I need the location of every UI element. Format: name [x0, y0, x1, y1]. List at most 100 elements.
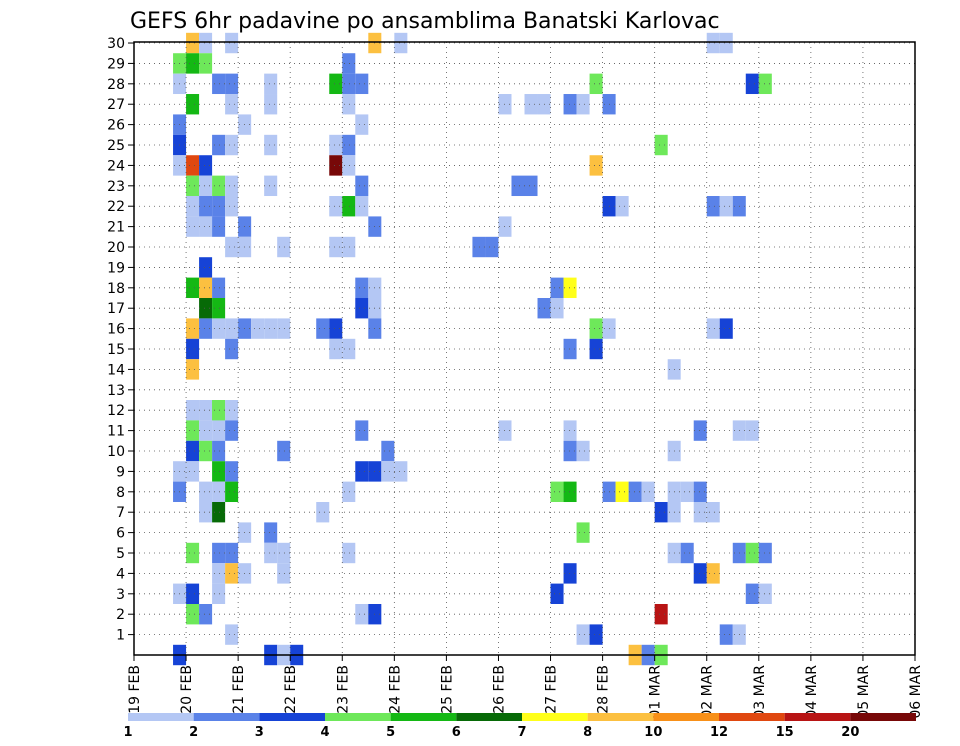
color-legend: 1 2 3 4 5 6 7 8 10 12 15 20 — [123, 713, 916, 740]
heatmap-cell — [563, 338, 577, 360]
heatmap-cell — [719, 196, 733, 217]
heatmap-cell — [693, 563, 707, 584]
heatmap-cell — [199, 216, 213, 237]
heatmap-cell — [641, 481, 655, 503]
heatmap-cell — [186, 32, 200, 54]
legend-swatch — [587, 713, 654, 721]
heatmap-cell — [199, 481, 213, 503]
heatmap-cell — [758, 583, 772, 604]
y-tick-label: 3 — [116, 587, 125, 603]
heatmap-cell — [758, 542, 772, 564]
heatmap-cell — [745, 542, 759, 564]
heatmap-cell — [199, 604, 213, 625]
heatmap-cell — [693, 502, 707, 523]
heatmap-cell — [563, 481, 577, 503]
y-tick-label: 24 — [107, 158, 125, 174]
heatmap-cell — [342, 196, 356, 217]
heatmap-cell — [199, 298, 213, 319]
heatmap-cell — [199, 53, 213, 74]
heatmap-cell — [186, 604, 200, 625]
legend-label: 10 — [644, 725, 662, 740]
heatmap-cell — [225, 32, 239, 54]
x-tick-label: 25 FEB — [439, 665, 455, 714]
y-tick-label: 9 — [116, 464, 125, 480]
heatmap-cell — [329, 318, 343, 339]
heatmap-cell — [316, 502, 330, 523]
y-tick-label: 7 — [116, 505, 125, 521]
heatmap-cell — [264, 94, 278, 115]
legend-label: 3 — [255, 725, 264, 740]
y-tick-label: 13 — [107, 383, 125, 399]
heatmap-cell — [706, 502, 720, 523]
heatmap-cell — [693, 420, 707, 441]
heatmap-cell — [706, 32, 720, 54]
y-tick-label: 20 — [107, 240, 125, 256]
heatmap-cell — [719, 318, 733, 339]
heatmap-cell — [264, 73, 278, 95]
heatmap-cell — [342, 94, 356, 115]
heatmap-cell — [186, 420, 200, 441]
legend-label: 20 — [841, 725, 859, 740]
heatmap-cell — [212, 318, 226, 339]
heatmap-cell — [212, 502, 226, 523]
y-tick-label: 29 — [107, 56, 125, 72]
heatmap-cell — [186, 359, 200, 380]
heatmap-cell — [186, 461, 200, 482]
heatmap-cell — [550, 277, 564, 299]
heatmap-cell — [394, 461, 408, 482]
legend-label: 6 — [452, 725, 461, 740]
y-tick-label: 4 — [116, 566, 125, 582]
legend-label: 8 — [583, 725, 592, 740]
heatmap-cell — [355, 196, 369, 217]
heatmap-cell — [342, 73, 356, 95]
heatmap-cell — [550, 583, 564, 604]
heatmap-cell — [212, 542, 226, 564]
legend-swatch — [456, 713, 522, 721]
heatmap-cell — [719, 624, 733, 645]
heatmap-cell — [264, 134, 278, 156]
legend-swatch — [850, 713, 916, 721]
heatmap-cell — [524, 94, 538, 115]
heatmap-cell — [264, 318, 278, 339]
y-tick-label: 14 — [107, 362, 125, 378]
heatmap-cell — [329, 73, 343, 95]
x-tick-label: 26 FEB — [491, 665, 507, 714]
heatmap-cell — [186, 216, 200, 237]
heatmap-cell — [706, 318, 720, 339]
heatmap-cell — [212, 563, 226, 584]
x-tick-label: 06 MAR — [908, 665, 924, 719]
heatmap-cell — [329, 236, 343, 258]
y-tick-label: 23 — [107, 179, 125, 195]
heatmap-cell — [576, 522, 590, 543]
legend-label: 7 — [517, 725, 526, 740]
heatmap-cell — [615, 196, 629, 217]
heatmap-cell — [225, 400, 239, 421]
heatmap-cell — [342, 53, 356, 74]
heatmap-cell — [186, 583, 200, 604]
heatmap-cell — [485, 236, 499, 258]
heatmap-cell — [277, 440, 291, 462]
heatmap-cell — [212, 420, 226, 441]
heatmap-cell — [225, 481, 239, 503]
legend-label: 4 — [320, 725, 329, 740]
heatmap-cell — [264, 542, 278, 564]
heatmap-cell — [251, 318, 265, 339]
legend-label: 5 — [386, 725, 395, 740]
heatmap-cell — [342, 481, 356, 503]
heatmap-cell — [186, 53, 200, 74]
heatmap-cell — [212, 440, 226, 462]
heatmap-cell — [225, 461, 239, 482]
legend-swatch — [653, 713, 719, 721]
heatmap-cell — [342, 338, 356, 360]
heatmap-cell — [212, 277, 226, 299]
heatmap-cell — [186, 277, 200, 299]
heatmap-cell — [563, 94, 577, 115]
gridlines — [134, 42, 915, 655]
heatmap-cell — [225, 542, 239, 564]
heatmap-cell — [589, 318, 603, 339]
heatmap-cell — [199, 257, 213, 278]
heatmap-cell — [212, 400, 226, 421]
heatmap-cell — [264, 175, 278, 197]
heatmap-cell — [680, 481, 694, 503]
chart-title: GEFS 6hr padavine po ansamblima Banatski… — [130, 9, 720, 34]
